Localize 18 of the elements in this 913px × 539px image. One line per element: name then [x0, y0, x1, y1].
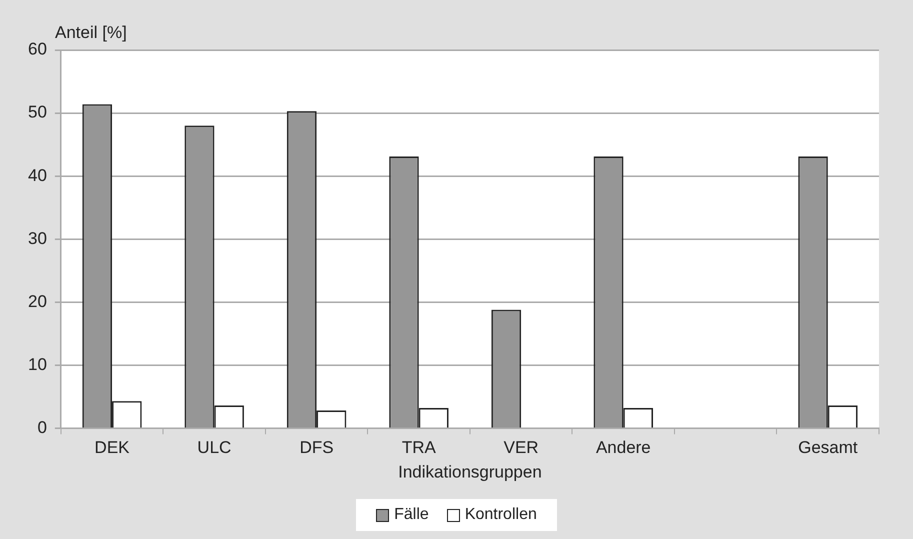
legend-label: Fälle	[394, 506, 429, 524]
x-tick-label: Gesamt	[798, 438, 858, 458]
x-tick-label: DFS	[300, 438, 334, 458]
y-tick-label: 40	[28, 166, 47, 185]
y-tick-label: 0	[37, 418, 47, 437]
y-tick-label: 20	[28, 292, 47, 311]
x-tick-label: TRA	[402, 438, 436, 458]
x-tick-label: Andere	[596, 438, 651, 458]
x-tick-label: VER	[504, 438, 539, 458]
x-tick-label: DEK	[94, 438, 130, 458]
y-tick-label: 60	[28, 40, 47, 59]
y-axis-title: Anteil [%]	[55, 23, 127, 42]
x-axis-title: Indikationsgruppen	[398, 462, 542, 482]
y-tick-label: 30	[28, 228, 47, 248]
text: Kontrollen	[464, 506, 537, 524]
y-tick-label: 50	[28, 102, 47, 122]
x-tick-label: ULC	[197, 438, 232, 458]
y-tick-label: 10	[28, 354, 47, 374]
